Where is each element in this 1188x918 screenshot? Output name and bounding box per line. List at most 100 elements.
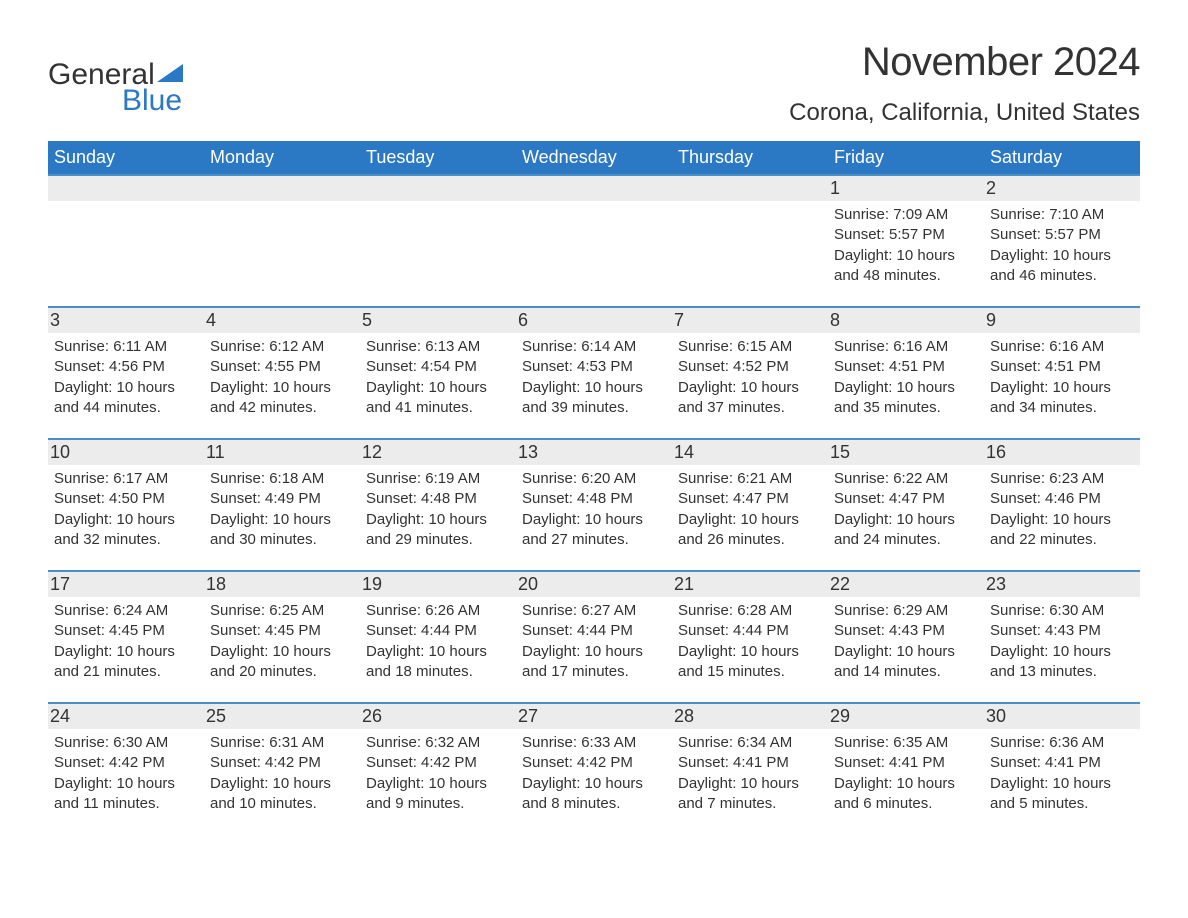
day-cell: 29Sunrise: 6:35 AMSunset: 4:41 PMDayligh… <box>828 704 984 820</box>
day-number <box>360 176 516 201</box>
daylight-line: Daylight: 10 hours and 29 minutes. <box>366 510 510 551</box>
sunrise-line: Sunrise: 6:19 AM <box>366 469 510 489</box>
day-number: 12 <box>360 440 516 465</box>
sunset-line: Sunset: 4:42 PM <box>366 753 510 773</box>
day-number: 8 <box>828 308 984 333</box>
day-cell: 17Sunrise: 6:24 AMSunset: 4:45 PMDayligh… <box>48 572 204 688</box>
day-number <box>48 176 204 201</box>
daylight-line: Daylight: 10 hours and 44 minutes. <box>54 378 198 419</box>
weekday-header: Monday <box>204 141 360 174</box>
daylight-line: Daylight: 10 hours and 35 minutes. <box>834 378 978 419</box>
day-body: Sunrise: 6:12 AMSunset: 4:55 PMDaylight:… <box>210 337 354 418</box>
logo-triangle-icon <box>157 64 183 82</box>
sunset-line: Sunset: 4:50 PM <box>54 489 198 509</box>
daylight-line: Daylight: 10 hours and 42 minutes. <box>210 378 354 419</box>
sunset-line: Sunset: 4:43 PM <box>990 621 1134 641</box>
day-body: Sunrise: 6:27 AMSunset: 4:44 PMDaylight:… <box>522 601 666 682</box>
daylight-line: Daylight: 10 hours and 24 minutes. <box>834 510 978 551</box>
sunset-line: Sunset: 4:44 PM <box>522 621 666 641</box>
day-body: Sunrise: 6:14 AMSunset: 4:53 PMDaylight:… <box>522 337 666 418</box>
day-cell: 24Sunrise: 6:30 AMSunset: 4:42 PMDayligh… <box>48 704 204 820</box>
location-subtitle: Corona, California, United States <box>789 99 1140 127</box>
day-cell <box>204 176 360 292</box>
weekday-header-row: Sunday Monday Tuesday Wednesday Thursday… <box>48 141 1140 174</box>
sunset-line: Sunset: 4:42 PM <box>54 753 198 773</box>
day-number: 3 <box>48 308 204 333</box>
daylight-line: Daylight: 10 hours and 26 minutes. <box>678 510 822 551</box>
day-body: Sunrise: 6:13 AMSunset: 4:54 PMDaylight:… <box>366 337 510 418</box>
week-row: 3 Sunrise: 6:11 AMSunset: 4:56 PMDaylight… <box>48 306 1140 424</box>
day-cell: 16Sunrise: 6:23 AMSunset: 4:46 PMDayligh… <box>984 440 1140 556</box>
sunrise-line: Sunrise: 6:29 AM <box>834 601 978 621</box>
day-cell: 4Sunrise: 6:12 AMSunset: 4:55 PMDaylight… <box>204 308 360 424</box>
day-cell: 18Sunrise: 6:25 AMSunset: 4:45 PMDayligh… <box>204 572 360 688</box>
day-cell: 28Sunrise: 6:34 AMSunset: 4:41 PMDayligh… <box>672 704 828 820</box>
day-cell: 12 Sunrise: 6:19 AMSunset: 4:48 PMDayligh… <box>360 440 516 556</box>
day-number: 13 <box>516 440 672 465</box>
month-title: November 2024 <box>789 40 1140 85</box>
weekday-header: Wednesday <box>516 141 672 174</box>
sunrise-line: Sunrise: 6:31 AM <box>210 733 354 753</box>
sunset-line: Sunset: 4:45 PM <box>210 621 354 641</box>
daylight-line: Daylight: 10 hours and 11 minutes. <box>54 774 198 815</box>
sunrise-line: Sunrise: 6:30 AM <box>990 601 1134 621</box>
sunset-line: Sunset: 4:47 PM <box>834 489 978 509</box>
weeks-container: 1Sunrise: 7:09 AMSunset: 5:57 PMDaylight… <box>48 174 1140 820</box>
weekday-header: Friday <box>828 141 984 174</box>
day-number: 19 <box>360 572 516 597</box>
day-body: Sunrise: 6:11 AMSunset: 4:56 PMDaylight:… <box>54 337 198 418</box>
sunset-line: Sunset: 4:51 PM <box>990 357 1134 377</box>
daylight-line: Daylight: 10 hours and 32 minutes. <box>54 510 198 551</box>
sunrise-line: Sunrise: 6:20 AM <box>522 469 666 489</box>
title-block: November 2024 Corona, California, United… <box>789 40 1140 127</box>
day-cell: 15 Sunrise: 6:22 AMSunset: 4:47 PMDayligh… <box>828 440 984 556</box>
day-body: Sunrise: 7:09 AMSunset: 5:57 PMDaylight:… <box>834 205 978 286</box>
sunrise-line: Sunrise: 6:28 AM <box>678 601 822 621</box>
day-cell: 6Sunrise: 6:14 AMSunset: 4:53 PMDaylight… <box>516 308 672 424</box>
day-body: Sunrise: 6:32 AMSunset: 4:42 PMDaylight:… <box>366 733 510 814</box>
sunset-line: Sunset: 4:44 PM <box>678 621 822 641</box>
sunset-line: Sunset: 4:43 PM <box>834 621 978 641</box>
weekday-header: Saturday <box>984 141 1140 174</box>
day-number: 15 <box>828 440 984 465</box>
day-body: Sunrise: 6:28 AMSunset: 4:44 PMDaylight:… <box>678 601 822 682</box>
day-cell: 7Sunrise: 6:15 AMSunset: 4:52 PMDaylight… <box>672 308 828 424</box>
day-number: 14 <box>672 440 828 465</box>
day-cell: 19 Sunrise: 6:26 AMSunset: 4:44 PMDayligh… <box>360 572 516 688</box>
sunrise-line: Sunrise: 6:30 AM <box>54 733 198 753</box>
day-body: Sunrise: 6:31 AMSunset: 4:42 PMDaylight:… <box>210 733 354 814</box>
sunset-line: Sunset: 4:44 PM <box>366 621 510 641</box>
daylight-line: Daylight: 10 hours and 48 minutes. <box>834 246 978 287</box>
day-body: Sunrise: 6:26 AMSunset: 4:44 PMDaylight:… <box>366 601 510 682</box>
day-number: 10 <box>48 440 204 465</box>
day-number: 28 <box>672 704 828 729</box>
sunrise-line: Sunrise: 6:26 AM <box>366 601 510 621</box>
day-number: 29 <box>828 704 984 729</box>
sunrise-line: Sunrise: 6:15 AM <box>678 337 822 357</box>
daylight-line: Daylight: 10 hours and 8 minutes. <box>522 774 666 815</box>
day-cell: 8Sunrise: 6:16 AMSunset: 4:51 PMDaylight… <box>828 308 984 424</box>
daylight-line: Daylight: 10 hours and 7 minutes. <box>678 774 822 815</box>
daylight-line: Daylight: 10 hours and 9 minutes. <box>366 774 510 815</box>
day-body: Sunrise: 6:15 AMSunset: 4:52 PMDaylight:… <box>678 337 822 418</box>
sunrise-line: Sunrise: 6:32 AM <box>366 733 510 753</box>
week-row: 24Sunrise: 6:30 AMSunset: 4:42 PMDayligh… <box>48 702 1140 820</box>
sunrise-line: Sunrise: 6:17 AM <box>54 469 198 489</box>
sunrise-line: Sunrise: 6:12 AM <box>210 337 354 357</box>
day-cell: 9Sunrise: 6:16 AMSunset: 4:51 PMDaylight… <box>984 308 1140 424</box>
sunset-line: Sunset: 4:42 PM <box>210 753 354 773</box>
day-number: 27 <box>516 704 672 729</box>
sunrise-line: Sunrise: 6:22 AM <box>834 469 978 489</box>
daylight-line: Daylight: 10 hours and 21 minutes. <box>54 642 198 683</box>
day-number: 21 <box>672 572 828 597</box>
day-body: Sunrise: 7:10 AMSunset: 5:57 PMDaylight:… <box>990 205 1134 286</box>
day-cell: 5Sunrise: 6:13 AMSunset: 4:54 PMDaylight… <box>360 308 516 424</box>
daylight-line: Daylight: 10 hours and 13 minutes. <box>990 642 1134 683</box>
day-cell <box>672 176 828 292</box>
sunset-line: Sunset: 4:46 PM <box>990 489 1134 509</box>
sunset-line: Sunset: 4:48 PM <box>366 489 510 509</box>
sunset-line: Sunset: 4:52 PM <box>678 357 822 377</box>
day-body: Sunrise: 6:30 AMSunset: 4:42 PMDaylight:… <box>54 733 198 814</box>
sunset-line: Sunset: 4:48 PM <box>522 489 666 509</box>
day-cell: 11Sunrise: 6:18 AMSunset: 4:49 PMDayligh… <box>204 440 360 556</box>
